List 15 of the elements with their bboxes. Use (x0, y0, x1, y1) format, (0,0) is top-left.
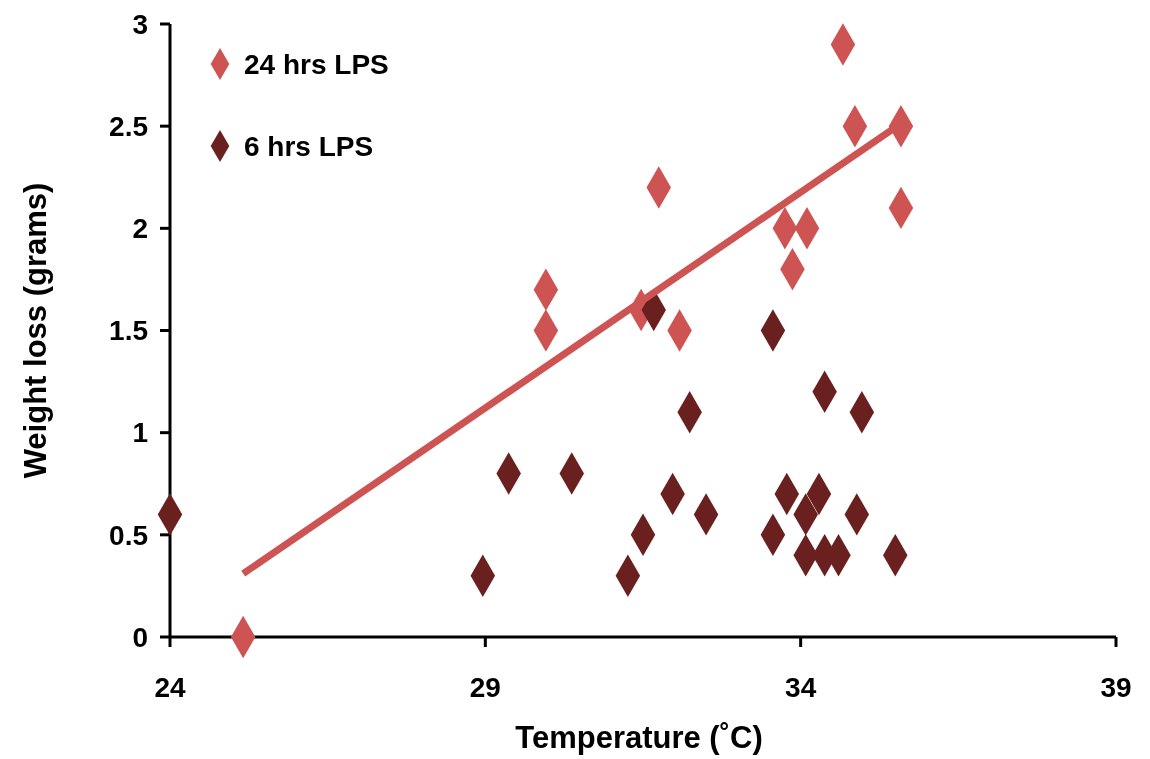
y-tick-label: 3 (132, 8, 148, 40)
x-tick-label: 24 (154, 672, 186, 703)
y-tick-label: 1 (132, 417, 148, 449)
y-tick-label: 1.5 (109, 315, 148, 347)
x-tick-label: 39 (1100, 672, 1132, 703)
x-axis-title: Temperature (˚C) (515, 720, 763, 755)
y-tick-label: 2.5 (109, 110, 148, 142)
x-tick-label: 29 (469, 672, 501, 703)
y-tick-label: 0 (132, 621, 148, 653)
legend-label: 6 hrs LPS (244, 130, 374, 162)
y-tick-label: 2 (132, 213, 148, 245)
legend-label: 24 hrs LPS (244, 48, 389, 80)
y-tick-label: 0.5 (109, 519, 148, 551)
y-axis-title: Weight loss (grams) (18, 182, 53, 479)
x-tick-label: 34 (785, 672, 817, 703)
